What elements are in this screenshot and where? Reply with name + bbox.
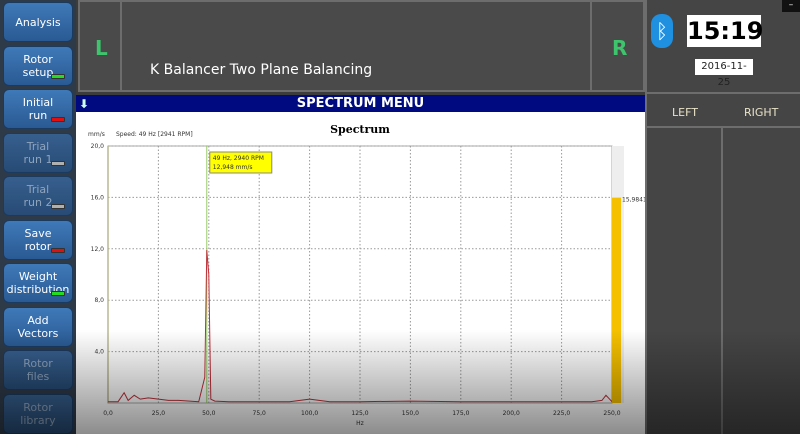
left-plane-label: L	[95, 36, 108, 60]
sidebar-item-label: Trial run 1	[23, 139, 53, 166]
x-tick-label: 175,0	[452, 410, 469, 417]
right-column-label: RIGHT	[744, 106, 779, 119]
sidebar-item-rotor-files[interactable]: Rotor files	[3, 350, 73, 390]
sidebar-item-label: Rotor setup	[22, 52, 54, 79]
sidebar-item-rotor-library[interactable]: Rotor library	[3, 393, 73, 434]
y-tick-label: 8,0	[94, 297, 104, 304]
left-column	[647, 128, 723, 434]
x-tick-label: 25,0	[152, 410, 166, 417]
y-tick-label: 12,0	[91, 246, 105, 253]
status-indicator	[51, 247, 65, 253]
x-tick-label: 100,0	[301, 410, 318, 417]
sidebar-item-label: Rotor files	[23, 357, 53, 383]
sidebar-item-label: Rotor library	[20, 400, 56, 427]
y-tick-label: 4,0	[94, 349, 104, 356]
x-tick-label: 225,0	[553, 410, 570, 417]
right-plane-box: R	[590, 0, 645, 92]
sidebar-item-save-rotor[interactable]: Save rotor	[3, 219, 73, 260]
bluetooth-icon[interactable]: ᛒ	[651, 14, 673, 48]
date: 2016-11-25	[695, 59, 753, 88]
x-tick-label: 75,0	[253, 410, 267, 417]
x-tick-label: 150,0	[402, 410, 419, 417]
chart-title: Spectrum	[330, 123, 390, 136]
status-indicator	[51, 291, 65, 296]
tooltip	[209, 151, 273, 174]
status-indicator	[51, 160, 65, 166]
sidebar-item-weight-distribution[interactable]: Weight distribution	[3, 263, 73, 303]
right-plane-label: R	[612, 36, 628, 60]
top-center-panel	[120, 0, 598, 92]
x-tick-label: 125,0	[351, 410, 368, 417]
x-tick-label: 0,0	[103, 410, 113, 417]
x-axis-label: Hz	[356, 420, 364, 427]
x-tick-label: 50,0	[202, 410, 216, 417]
video-caption: K Balancer Two Plane Balancing	[150, 62, 373, 78]
y-tick-label: 20,0	[91, 143, 105, 150]
spectrum-menu-bar: ⬇ SPECTRUM MENU	[76, 95, 645, 112]
y-tick-label: 16,0	[91, 194, 105, 201]
left-column-label: LEFT	[672, 106, 698, 119]
status-indicator	[51, 73, 65, 79]
sidebar-item-label: Initial run	[22, 96, 54, 122]
sidebar-item-label: Analysis	[15, 15, 61, 29]
spectrum-menu-title: SPECTRUM MENU	[296, 96, 425, 111]
status-indicator	[51, 117, 65, 122]
tooltip-line1: 49 Hz, 2940 RPM	[213, 155, 264, 162]
channel-header: LEFT RIGHT	[647, 92, 800, 128]
x-tick-label: 200,0	[503, 410, 520, 417]
tooltip-line2: 12,948 mm/s	[213, 164, 253, 171]
sidebar: Analysis Rotor setup Initial run Trial run …	[0, 0, 76, 434]
sidebar-item-trial-run-2[interactable]: Trial run 2	[3, 176, 73, 216]
sidebar-item-rotor-setup[interactable]: Rotor setup	[3, 45, 73, 86]
speed-label: Speed: 49 Hz [2941 RPM]	[116, 131, 193, 138]
spectrum-series	[108, 250, 613, 403]
minimize-button[interactable]: –	[782, 0, 800, 12]
sidebar-item-label: Add Vectors	[17, 313, 59, 340]
clock: 15:19	[687, 15, 764, 47]
y-unit-label: mm/s	[88, 131, 105, 138]
x-tick-label: 250,0	[603, 410, 620, 417]
level-bar	[612, 197, 621, 403]
spectrum-chart[interactable]: Spectrum mm/s Speed: 49 Hz [2941 RPM] 0,0 25…	[76, 112, 645, 434]
status-indicator	[51, 204, 65, 209]
spectrum-window: ⬇ SPECTRUM MENU Spectrum mm/s Speed: 49 Hz…	[76, 95, 645, 434]
sidebar-item-add-vectors[interactable]: Add Vectors	[3, 306, 73, 347]
level-bar-label: 15,9841	[622, 197, 645, 204]
sidebar-item-label: Save rotor	[24, 226, 52, 253]
sidebar-item-analysis[interactable]: Analysis	[3, 2, 73, 42]
status-panel: – ᛒ 15:19 2016-11-25 LEFT RIGHT	[645, 0, 800, 434]
sidebar-item-initial-run[interactable]: Initial run	[3, 89, 73, 129]
menu-arrow-icon[interactable]: ⬇	[79, 97, 90, 111]
sidebar-item-label: Trial run 2	[23, 183, 53, 209]
sidebar-item-trial-run-1[interactable]: Trial run 1	[3, 132, 73, 173]
